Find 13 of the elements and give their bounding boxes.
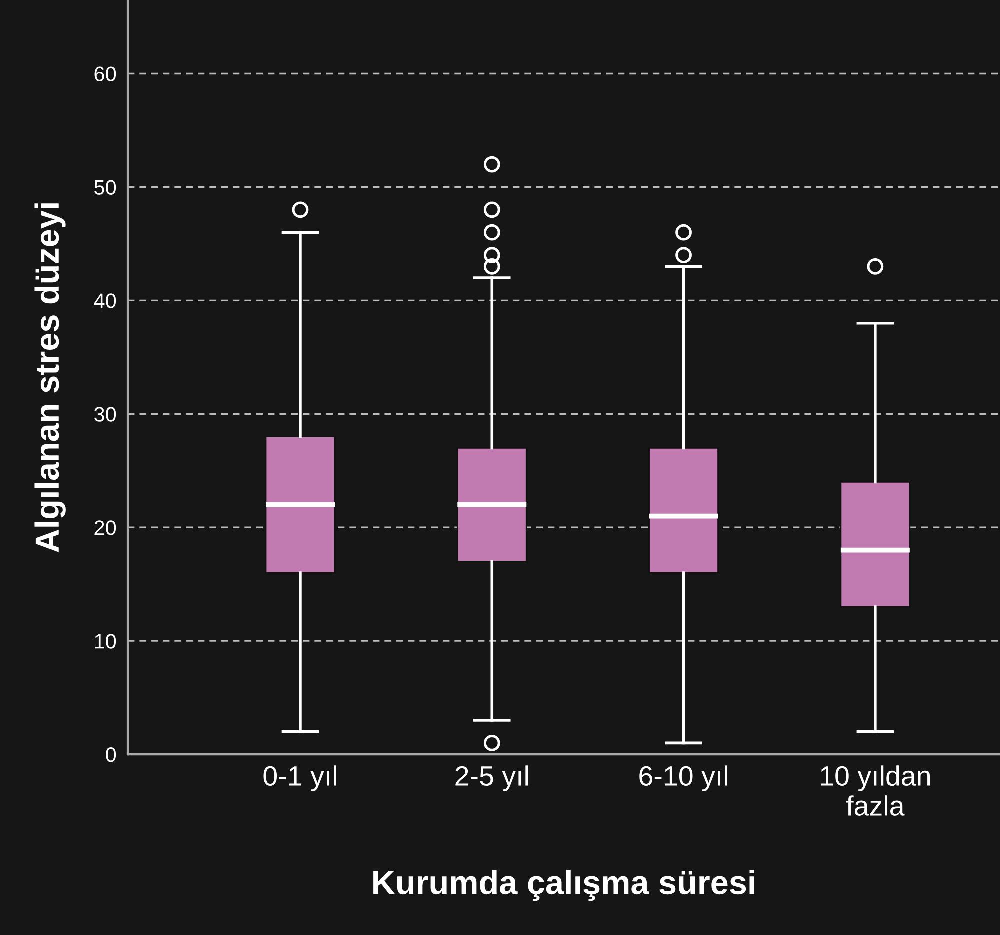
x-tick-label: 10 yıldan fazla: [821, 766, 930, 816]
y-tick-label: 20: [94, 520, 116, 536]
y-tick-label: 10: [95, 634, 116, 649]
x-tick-label: 2-5 yıl: [456, 766, 528, 792]
y-axis-title: Algılanan stres düzeyi: [34, 204, 66, 552]
y-tick-label: 40: [94, 294, 116, 308]
x-tick-label: 6-10 yıl: [640, 766, 728, 792]
x-axis-title: Kurumda çalışma süresi: [374, 870, 754, 902]
y-tick-label: 50: [94, 180, 116, 195]
y-tick-label: 0: [106, 748, 116, 762]
y-tick-label: 60: [94, 66, 116, 82]
x-tick-label: 0-1 yıl: [264, 766, 336, 792]
y-tick-label: 30: [94, 407, 116, 422]
